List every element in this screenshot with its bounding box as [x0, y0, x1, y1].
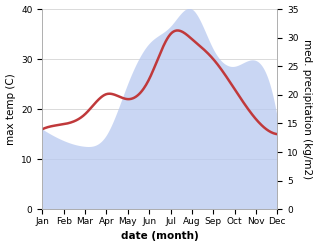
Y-axis label: med. precipitation (kg/m2): med. precipitation (kg/m2) — [302, 39, 313, 179]
Y-axis label: max temp (C): max temp (C) — [5, 73, 16, 145]
X-axis label: date (month): date (month) — [121, 231, 199, 242]
